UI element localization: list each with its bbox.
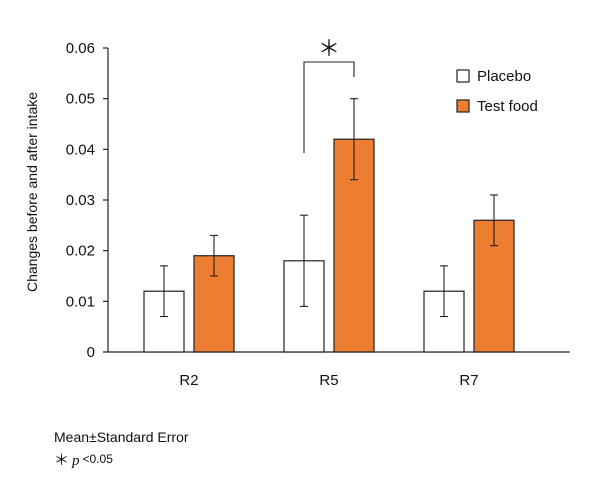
- x-tick-label: R2: [179, 372, 198, 389]
- footnote-mean-se-text: Mean±Standard Error: [54, 429, 189, 445]
- x-tick-label: R7: [459, 372, 478, 389]
- footnote-p: p: [72, 453, 80, 469]
- footnote-star: ＊: [54, 451, 70, 469]
- legend-label-test-food: Test food: [477, 98, 538, 115]
- bar-chart: 0 0.01 0.02 0.03 0.04 0.05 0.06 Changes before …: [24, 37, 570, 389]
- y-tick-label: 0.04: [66, 141, 95, 158]
- footnote-threshold: 0.05: [89, 452, 113, 466]
- y-tick-label: 0.05: [66, 91, 95, 108]
- y-axis-title: Changes before and after intake: [24, 92, 40, 292]
- y-tick-label: 0.01: [66, 293, 95, 310]
- footnote-less-than: <: [82, 452, 90, 466]
- y-tick-label: 0: [87, 344, 95, 361]
- legend-swatch-placebo: [456, 69, 470, 83]
- legend-label-placebo: Placebo: [477, 68, 531, 85]
- y-tick-label: 0.03: [66, 192, 95, 209]
- footnote-mean-se: Mean±Standard Error: [54, 429, 189, 445]
- legend-swatch-test-food: [456, 99, 470, 113]
- y-tick-label: 0.02: [66, 243, 95, 260]
- y-tick-label: 0.06: [66, 40, 95, 57]
- significance-marker: ＊: [318, 37, 340, 62]
- x-tick-label: R5: [319, 372, 338, 389]
- footnote-significance: ＊ p <0.05: [54, 451, 113, 469]
- significance-bracket: [303, 61, 355, 153]
